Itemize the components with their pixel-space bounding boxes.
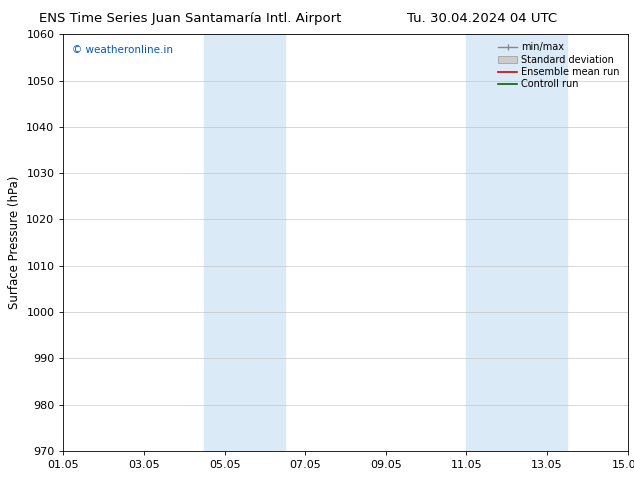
Bar [467,34,567,451]
Text: © weatheronline.in: © weatheronline.in [72,45,173,55]
Text: Tu. 30.04.2024 04 UTC: Tu. 30.04.2024 04 UTC [407,12,557,25]
Bar [204,34,285,451]
Legend: min/max, Standard deviation, Ensemble mean run, Controll run: min/max, Standard deviation, Ensemble me… [495,39,623,92]
Y-axis label: Surface Pressure (hPa): Surface Pressure (hPa) [8,176,21,309]
Text: ENS Time Series Juan Santamaría Intl. Airport: ENS Time Series Juan Santamaría Intl. Ai… [39,12,341,25]
